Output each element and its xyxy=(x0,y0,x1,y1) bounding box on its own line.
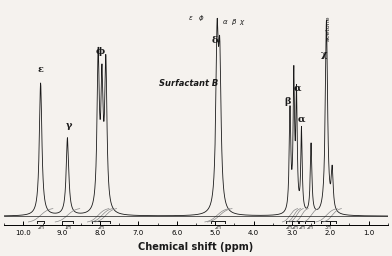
Text: 2H: 2H xyxy=(286,226,292,230)
Text: α: α xyxy=(294,84,301,93)
Text: ϕ: ϕ xyxy=(96,47,105,56)
X-axis label: Chemical shift (ppm): Chemical shift (ppm) xyxy=(138,242,254,252)
Text: 2H: 2H xyxy=(306,226,313,230)
Text: 2H: 2H xyxy=(298,226,305,230)
Text: 2H: 2H xyxy=(215,226,221,230)
Text: γ: γ xyxy=(66,121,73,130)
Text: δ: δ xyxy=(212,36,218,45)
Text: ε: ε xyxy=(38,65,44,74)
Text: 1H: 1H xyxy=(64,226,71,230)
Text: 3H: 3H xyxy=(325,226,332,230)
Text: β: β xyxy=(285,97,291,105)
Text: $\alpha$  $\beta$  $\chi$: $\alpha$ $\beta$ $\chi$ xyxy=(222,17,247,27)
Text: Surfactant B: Surfactant B xyxy=(159,79,218,88)
Text: $\varepsilon$   $\phi$: $\varepsilon$ $\phi$ xyxy=(188,13,204,23)
Text: 2H: 2H xyxy=(37,226,44,230)
Text: 2H: 2H xyxy=(98,226,105,230)
Text: α: α xyxy=(298,115,305,124)
Text: 2H: 2H xyxy=(292,226,299,230)
Text: χ: χ xyxy=(321,50,328,59)
Text: acetone: acetone xyxy=(326,16,331,41)
